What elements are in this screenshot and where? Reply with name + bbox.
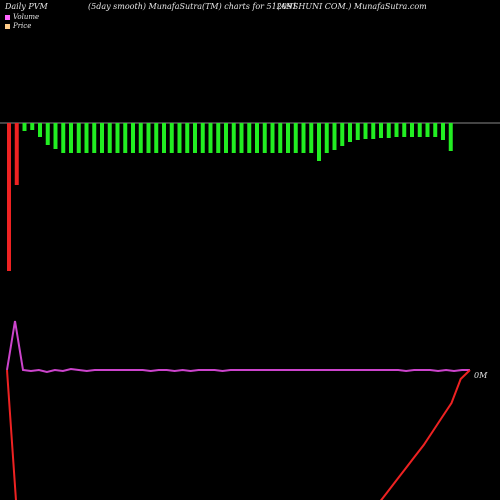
chart-type-label: Daily PVM [5, 2, 48, 11]
legend-volume-label: Volume [13, 13, 40, 21]
pvm-bar [247, 123, 252, 153]
pvm-bar [379, 123, 383, 138]
pvm-bar [38, 123, 42, 137]
pvm-bar [7, 123, 11, 271]
pvm-bar [185, 123, 190, 153]
pvm-bar [224, 123, 228, 153]
pvm-bar [216, 123, 221, 153]
pvm-bar [162, 123, 166, 153]
pvm-bar [154, 123, 159, 153]
price-swatch [5, 23, 10, 29]
pvm-bar [324, 123, 329, 153]
pvm-bar [231, 123, 236, 153]
pvm-bar [355, 123, 360, 140]
pvm-bar [239, 123, 244, 153]
pvm-bar [332, 123, 337, 150]
pvm-bar [169, 123, 174, 153]
pvm-bar [417, 123, 422, 137]
pvm-bar [107, 123, 112, 153]
pvm-bar [309, 123, 314, 153]
pvm-bar [177, 123, 182, 153]
pvm-bar [45, 123, 50, 145]
pvm-bar [262, 123, 267, 153]
pvm-bar [402, 123, 407, 137]
pvm-bar [193, 123, 197, 153]
pvm-bar [123, 123, 128, 153]
pvm-bar [100, 123, 104, 153]
pvm-bar [138, 123, 143, 153]
pvm-bar [433, 123, 438, 137]
pvm-bar [410, 123, 414, 137]
pvm-bar [448, 123, 453, 151]
pvm-bar [53, 123, 58, 149]
pvm-bar [301, 123, 306, 153]
pvm-bar [286, 123, 290, 153]
pvm-bar [340, 123, 345, 146]
pvm-bar [92, 123, 97, 153]
price-line [6, 369, 471, 500]
pvm-bar [84, 123, 89, 153]
end-value-label: 0M [474, 371, 488, 380]
volume-swatch [5, 14, 10, 20]
pvm-bar [30, 123, 35, 130]
pvm-bar [371, 123, 376, 139]
pvm-bar [441, 123, 445, 140]
pvm-bar [14, 123, 19, 185]
legend-price: Price [5, 22, 31, 30]
pvm-bar [61, 123, 66, 153]
pvm-bar [131, 123, 135, 153]
pvm-bar [76, 123, 81, 153]
pvm-bar [394, 123, 399, 137]
pvm-bar [208, 123, 213, 153]
company-label: (ANSHUNI COM.) MunafaSutra.com [277, 2, 427, 11]
volume-line [6, 320, 470, 374]
pvm-bar [146, 123, 151, 153]
pvm-bar [317, 123, 321, 161]
chart-title: (5day smooth) MunafaSutra(TM) charts for… [88, 2, 298, 11]
pvm-bar [255, 123, 259, 153]
pvm-bar [293, 123, 298, 153]
pvm-bar [363, 123, 368, 139]
pvm-bar [348, 123, 352, 142]
pvm-bar [69, 123, 73, 153]
pvm-bar [425, 123, 430, 137]
pvm-bar [278, 123, 283, 153]
pvm-bar [270, 123, 275, 153]
pvm-bar [386, 123, 391, 138]
pvm-bar [115, 123, 120, 153]
legend-price-label: Price [13, 22, 32, 30]
legend-volume: Volume [5, 13, 39, 21]
pvm-bar [200, 123, 205, 153]
pvm-bar [22, 123, 27, 131]
